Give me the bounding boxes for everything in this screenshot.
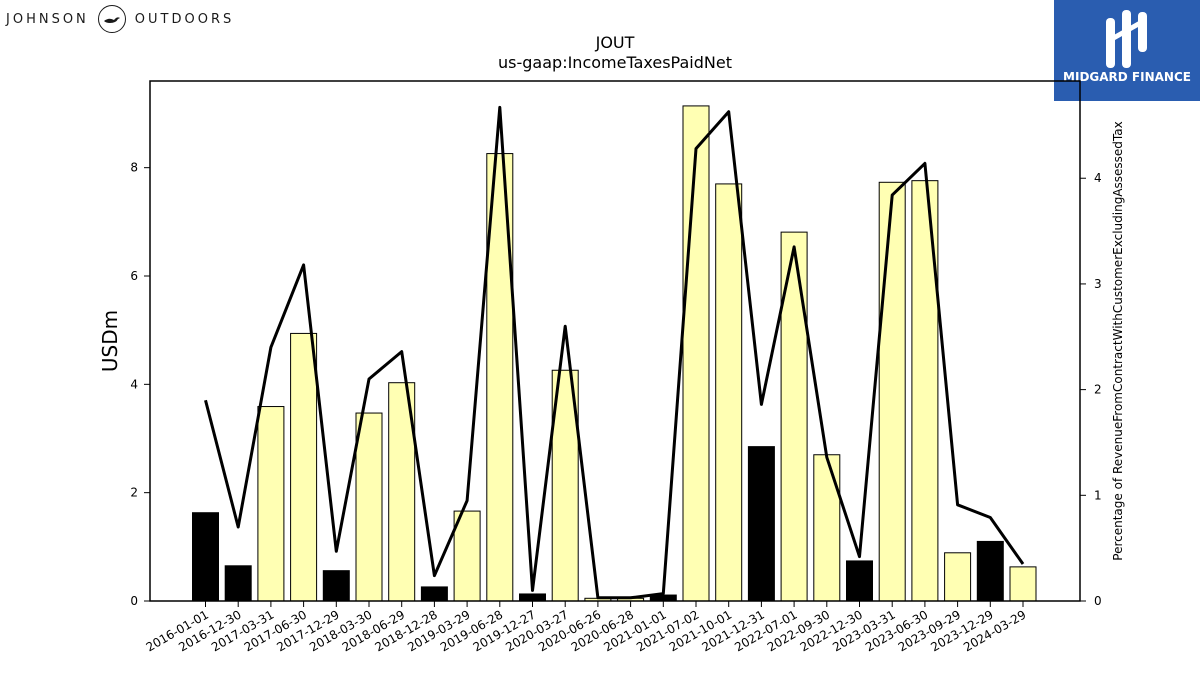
y-tick-label: 4	[130, 377, 138, 391]
bar-2020-03-27	[551, 369, 579, 602]
y2-tick-label: 0	[1094, 594, 1102, 608]
bar-2021-10-01	[715, 183, 743, 602]
bar-2017-12-29	[322, 570, 350, 602]
chart-subtitle: us-gaap:IncomeTaxesPaidNet	[498, 53, 732, 72]
chart-title: JOUT	[595, 33, 635, 52]
bar-2016-12-30	[224, 565, 252, 602]
y-tick-label: 8	[130, 161, 138, 175]
bar-2016-01-01	[192, 512, 219, 602]
bar-2023-09-29	[944, 552, 972, 602]
midgard-finance-badge: MIDGARD FINANCE	[1054, 0, 1200, 101]
plot-frame	[149, 80, 1081, 602]
bar-2018-03-30	[355, 412, 383, 602]
johnson-outdoors-logo: JOHNSON OUTDOORS	[6, 4, 234, 34]
bar-2024-03-29	[1009, 566, 1037, 602]
y2-tick-label: 4	[1094, 171, 1102, 185]
bar-2021-07-02	[682, 105, 710, 602]
duck-emblem-icon	[97, 5, 126, 33]
bar-2018-12-28	[420, 586, 448, 602]
bar-2023-12-29	[976, 540, 1004, 602]
y-tick-label: 2	[130, 486, 138, 500]
partner-name: MIDGARD FINANCE	[1063, 70, 1191, 84]
bar-2017-03-31	[257, 406, 285, 602]
bar-2017-06-30	[290, 332, 318, 602]
y2-axis-label: Percentage of RevenueFromContractWithCus…	[1111, 121, 1125, 560]
y-tick-label: 6	[130, 269, 138, 283]
y2-tick-label: 1	[1094, 488, 1102, 502]
bar-2023-03-31	[878, 181, 906, 602]
bar-2022-12-30	[846, 560, 873, 602]
bar-2019-12-27	[519, 593, 546, 602]
bar-2022-09-30	[813, 454, 841, 602]
bar-2021-12-31	[747, 446, 775, 602]
midgard-logo-icon	[1106, 10, 1147, 68]
y-tick-label: 0	[130, 594, 138, 608]
bar-2019-03-29	[453, 510, 481, 602]
y-axis-label: USDm	[98, 310, 122, 372]
percentage-line	[204, 105, 1025, 600]
brand-name-left: JOHNSON	[6, 11, 89, 27]
y2-tick-label: 3	[1094, 277, 1102, 291]
y2-tick-label: 2	[1094, 383, 1102, 397]
brand-name-right: OUTDOORS	[134, 11, 235, 27]
